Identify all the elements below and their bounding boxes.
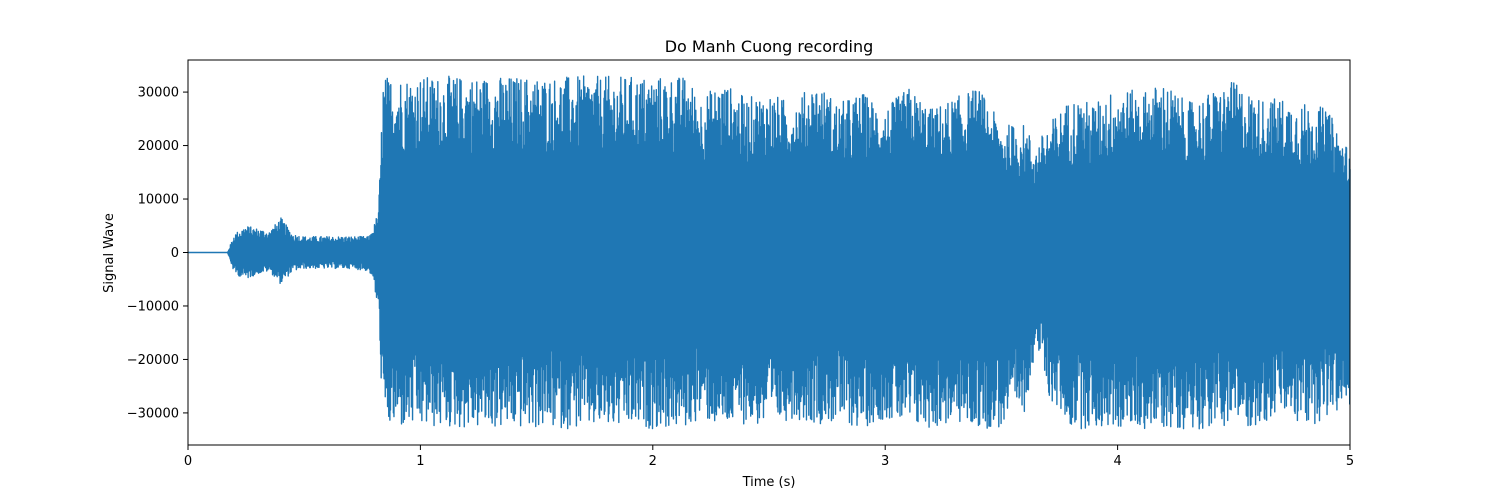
y-tick-label: −20000 [127, 353, 179, 368]
y-tick-label: 10000 [138, 193, 179, 208]
x-tick-label: 2 [649, 454, 657, 469]
x-axis: 0 1 2 3 4 5 [184, 445, 1354, 469]
y-tick-label: 0 [171, 246, 179, 261]
chart-title: Do Manh Cuong recording [665, 37, 874, 56]
x-tick-label: 5 [1346, 454, 1354, 469]
y-axis: −30000 −20000 −10000 0 10000 20000 30000 [127, 86, 188, 421]
x-tick-label: 1 [416, 454, 424, 469]
y-axis-label: Signal Wave [102, 213, 117, 293]
plot-content [187, 75, 1351, 430]
x-axis-label: Time (s) [742, 475, 796, 490]
y-tick-label: 30000 [138, 86, 179, 101]
x-tick-label: 4 [1113, 454, 1121, 469]
y-tick-label: −10000 [127, 299, 179, 314]
x-tick-label: 3 [881, 454, 889, 469]
signal-wave-line [187, 75, 1351, 430]
y-tick-label: −30000 [127, 406, 179, 421]
y-tick-label: 20000 [138, 139, 179, 154]
x-tick-label: 0 [184, 454, 192, 469]
